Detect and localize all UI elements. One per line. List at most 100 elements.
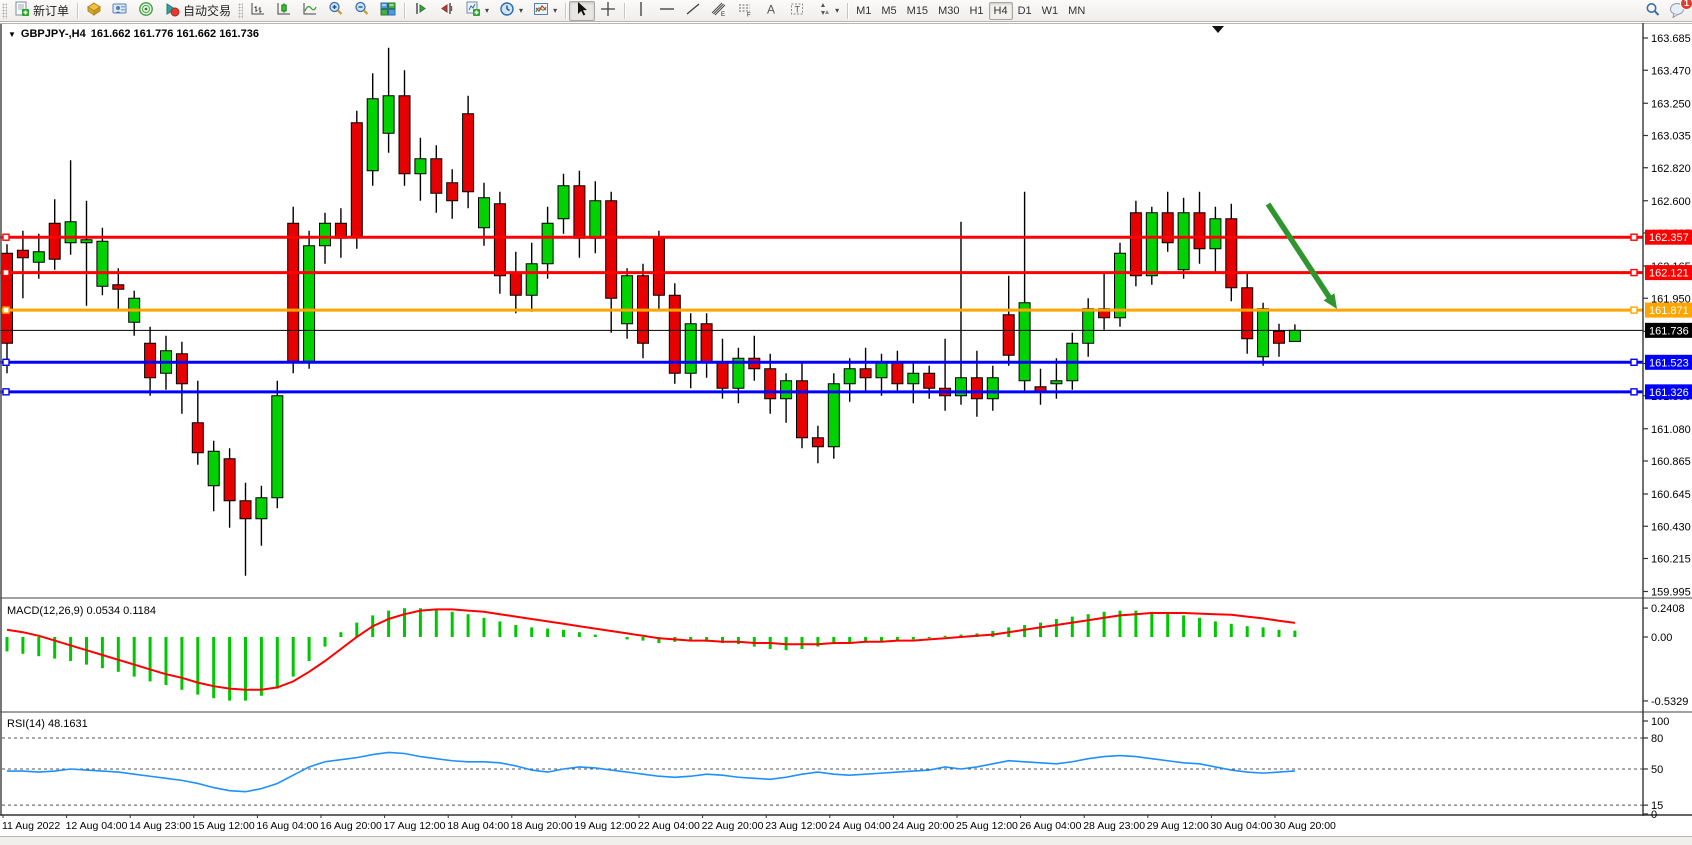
- timeframe-button-M30[interactable]: M30: [938, 4, 960, 17]
- time-tick-label: 11 Aug 2022: [2, 820, 60, 832]
- rsi-tick-label: 100: [1651, 716, 1669, 728]
- timeframe-button-M1[interactable]: M1: [856, 4, 872, 17]
- indicators-button[interactable]: ▾: [528, 1, 562, 21]
- toolbar-separator: [624, 2, 626, 19]
- crosshair-tool-button[interactable]: [595, 1, 621, 21]
- periods-button[interactable]: ▾: [494, 1, 528, 21]
- price-tick-label: 162.600: [1651, 196, 1691, 208]
- hline-handle[interactable]: [1630, 268, 1638, 277]
- chevron-down-icon[interactable]: ▼: [8, 29, 16, 39]
- fibonacci-tool-button[interactable]: F: [732, 1, 758, 21]
- cursor-icon: [574, 1, 590, 20]
- notification-badge: 1: [1680, 0, 1692, 10]
- notifications-button[interactable]: 1: [1669, 0, 1692, 21]
- hline-handle[interactable]: [2, 306, 10, 314]
- macd-indicator-label: MACD(12,26,9) 0.0534 0.1184: [7, 605, 156, 617]
- price-tick-label: 161.950: [1651, 293, 1691, 305]
- trend-arrow[interactable]: [1265, 202, 1334, 303]
- price-tick-label: 163.470: [1651, 65, 1691, 77]
- line-price-label-text: 161.736: [1649, 325, 1689, 337]
- metaeditor-button[interactable]: [81, 1, 107, 21]
- hline-handle[interactable]: [2, 358, 10, 366]
- arrows-tool-button[interactable]: ▾: [810, 1, 844, 21]
- hline-handle[interactable]: [1630, 358, 1638, 366]
- hline-handle[interactable]: [2, 388, 10, 396]
- toolbar-grip[interactable]: [238, 2, 244, 19]
- chart-shift-button[interactable]: [434, 1, 460, 21]
- price-tick-label: 163.035: [1651, 131, 1691, 143]
- line-price-label: [1645, 265, 1692, 281]
- hline-handle[interactable]: [1630, 388, 1638, 396]
- price-tick-label: 163.250: [1651, 98, 1691, 110]
- trendline-tool-button[interactable]: [680, 1, 706, 21]
- timeframe-button-W1[interactable]: W1: [1041, 4, 1059, 17]
- chart-shift-icon: [439, 1, 455, 20]
- bar-chart-button[interactable]: [245, 1, 271, 21]
- vertical-line-tool-button[interactable]: [628, 1, 654, 21]
- chart-shift-marker[interactable]: [1212, 26, 1224, 33]
- trendline-icon: [685, 1, 701, 20]
- time-tick-label: 29 Aug 12:00: [1147, 820, 1209, 832]
- toolbar-grip[interactable]: [2, 2, 7, 19]
- zoom-out-button[interactable]: [349, 1, 375, 21]
- zoom-in-icon: [328, 1, 344, 20]
- timeframe-button-M15[interactable]: M15: [906, 4, 929, 17]
- line-chart-button[interactable]: [297, 1, 323, 21]
- toolbar-separator: [847, 2, 849, 19]
- chart-canvas[interactable]: 163.685 163.470 163.250 163.035 162.820 162.6…: [0, 23, 1692, 845]
- line-price-label-text: 161.871: [1649, 305, 1689, 317]
- timeframe-button-MN[interactable]: MN: [1068, 4, 1086, 17]
- horizontal-line-tool-button[interactable]: [654, 1, 680, 21]
- hline-handle[interactable]: [2, 233, 10, 241]
- timeframe-button-H1[interactable]: H1: [969, 4, 984, 17]
- toolbar-separator: [565, 2, 567, 19]
- macd-signal-line: [6, 608, 1296, 691]
- tile-windows-button[interactable]: [375, 1, 401, 21]
- chevron-down-icon: ▾: [485, 6, 490, 15]
- channel-tool-button[interactable]: E: [706, 1, 732, 21]
- toolbar-separator: [404, 2, 406, 19]
- toolbar-separator: [77, 2, 79, 19]
- timeframe-button-M5[interactable]: M5: [881, 4, 897, 17]
- line-price-label: [1645, 302, 1692, 318]
- hline-handle[interactable]: [1630, 306, 1638, 314]
- trend-arrow-head: [1323, 293, 1337, 309]
- zoom-in-button[interactable]: [323, 1, 349, 21]
- time-tick-label: 12 Aug 04:00: [66, 820, 128, 832]
- tile-windows-icon: [380, 1, 396, 20]
- strategy-tester-button[interactable]: [133, 1, 159, 21]
- chart-title: ▼ GBPJPY-,H4 161.662 161.776 161.662 161…: [8, 28, 259, 40]
- timeframe-group: M1 M5 M15 M30 H1 H4 D1 W1 MN: [851, 1, 1090, 20]
- line-price-label: [1645, 384, 1692, 400]
- auto-trading-label: 自动交易: [183, 4, 232, 18]
- hline-handle[interactable]: [1630, 233, 1638, 241]
- text-label-tool-button[interactable]: T: [784, 1, 810, 21]
- chevron-down-icon: ▾: [553, 6, 558, 15]
- cursor-tool-button[interactable]: [569, 0, 596, 21]
- auto-scroll-icon: [413, 1, 429, 20]
- text-tool-button[interactable]: A: [758, 1, 784, 21]
- candlestick-chart-button[interactable]: [271, 1, 297, 21]
- new-order-button[interactable]: 新订单: [9, 1, 74, 21]
- svg-text:A: A: [767, 3, 775, 17]
- clock-icon: [499, 1, 515, 20]
- line-price-label-text: 162.121: [1649, 268, 1689, 280]
- price-tick-label: 160.215: [1651, 554, 1691, 566]
- text-label-icon: T: [789, 1, 805, 20]
- auto-trading-icon: [164, 1, 180, 20]
- time-tick-label: 15 Aug 12:00: [193, 820, 255, 832]
- auto-scroll-button[interactable]: [408, 1, 434, 21]
- search-icon[interactable]: [1645, 2, 1661, 21]
- line-chart-icon: [302, 1, 318, 20]
- svg-text:F: F: [747, 13, 751, 18]
- terminal-button[interactable]: [107, 1, 133, 21]
- time-tick-label: 16 Aug 04:00: [256, 820, 318, 832]
- timeframe-button-D1[interactable]: D1: [1017, 4, 1032, 17]
- hline-handle[interactable]: [2, 268, 10, 277]
- timeframe-button-H4[interactable]: H4: [988, 1, 1013, 20]
- auto-trading-button[interactable]: 自动交易: [159, 1, 236, 21]
- new-chart-button[interactable]: ▾: [460, 1, 494, 21]
- price-tick-label: 162.820: [1651, 163, 1691, 175]
- time-tick-label: 30 Aug 04:00: [1210, 820, 1272, 832]
- channel-icon: E: [711, 1, 727, 20]
